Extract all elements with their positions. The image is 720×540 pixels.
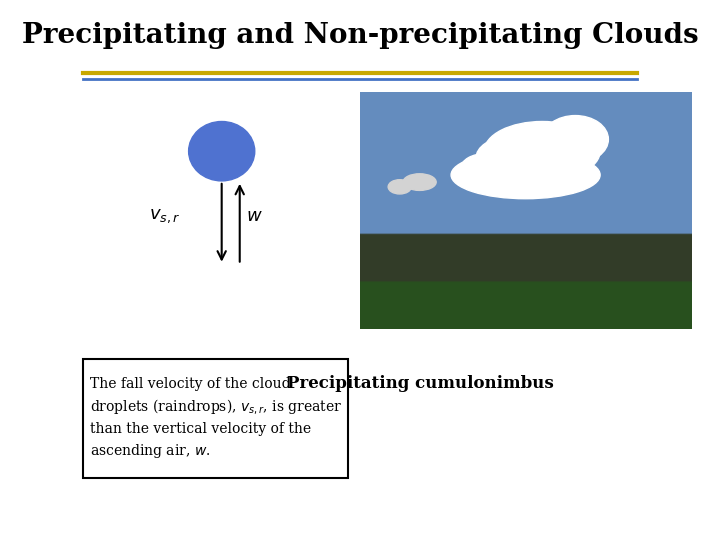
Text: Precipitating and Non-precipitating Clouds: Precipitating and Non-precipitating Clou…: [22, 22, 698, 49]
Ellipse shape: [388, 180, 411, 194]
Ellipse shape: [542, 116, 608, 163]
Ellipse shape: [451, 151, 600, 199]
Ellipse shape: [476, 137, 542, 180]
Text: The fall velocity of the cloud
droplets (raindrops), $v_{s,r}$, is greater
than : The fall velocity of the cloud droplets …: [89, 376, 342, 461]
Ellipse shape: [403, 174, 436, 191]
Ellipse shape: [461, 153, 510, 182]
Circle shape: [189, 122, 255, 181]
Bar: [84, 359, 348, 478]
Text: $w$: $w$: [246, 207, 263, 225]
Text: $v_{s,r}$: $v_{s,r}$: [149, 207, 180, 225]
Text: Precipitating cumulonimbus: Precipitating cumulonimbus: [287, 375, 554, 392]
Ellipse shape: [484, 122, 600, 181]
